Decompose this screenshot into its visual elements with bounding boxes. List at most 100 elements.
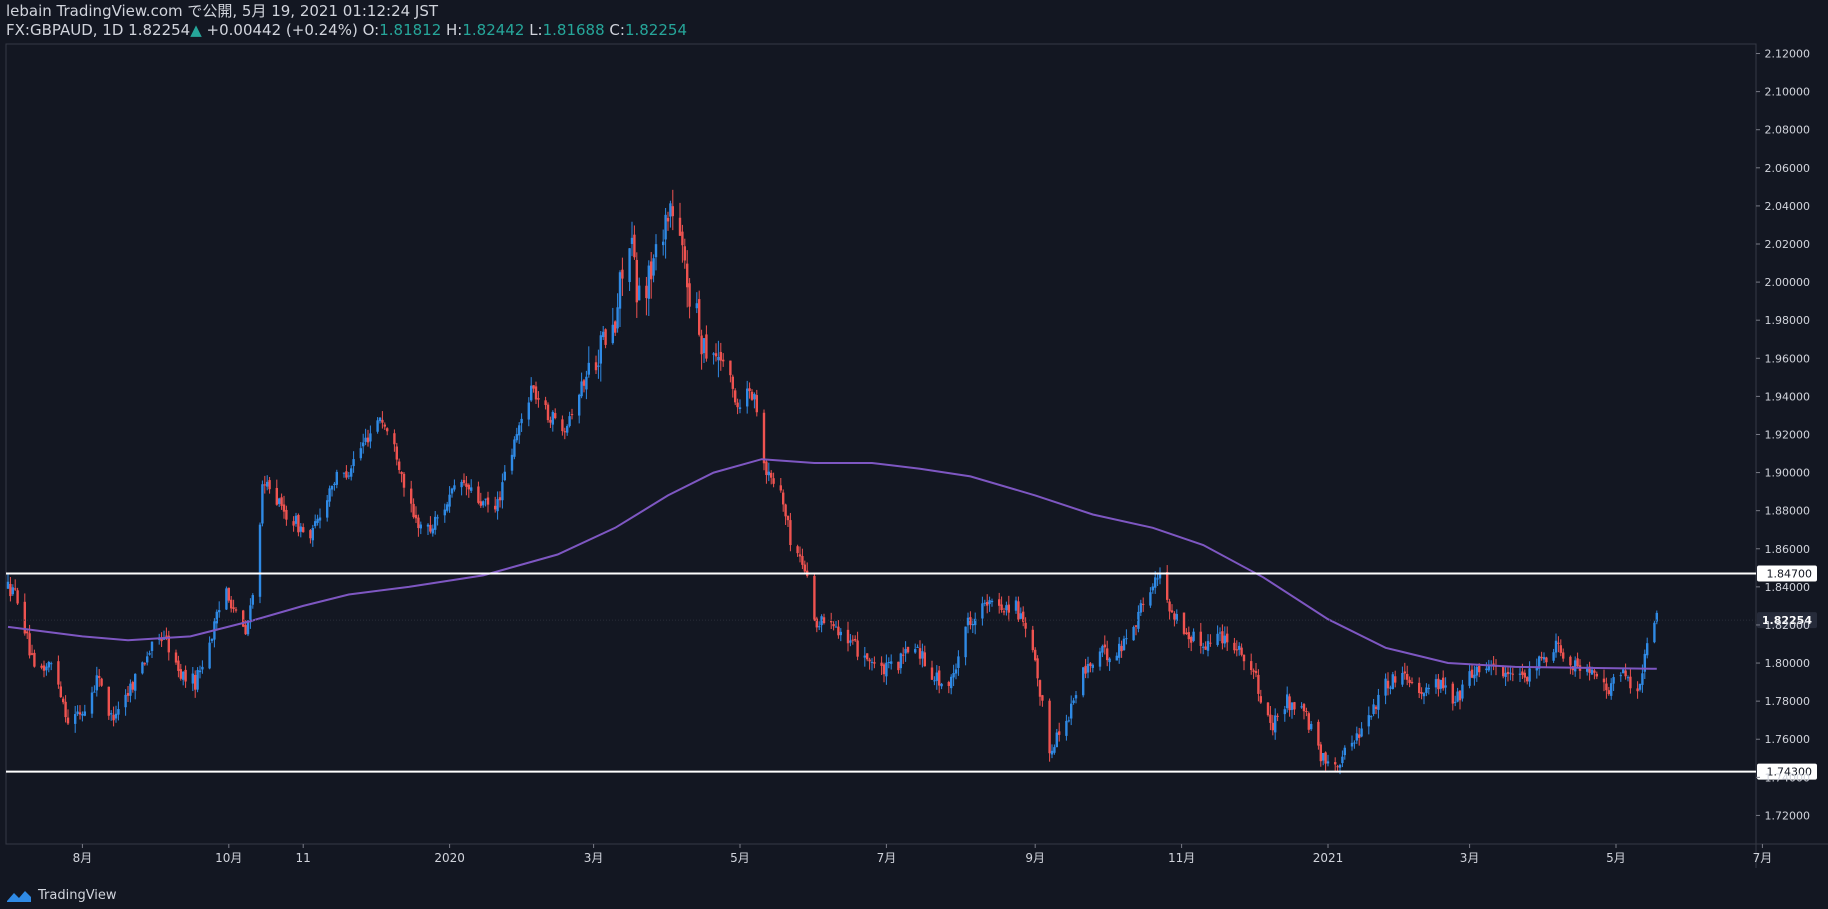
candle-body: [880, 662, 883, 666]
candle-body: [76, 711, 79, 714]
time-tick-label: 9月: [1025, 851, 1045, 865]
candle-body: [566, 426, 569, 433]
time-axis[interactable]: 8月10月1120203月5月7月9月11月20213月5月7月9月: [73, 844, 1828, 865]
candle-body: [1434, 679, 1438, 688]
candle-body: [285, 509, 288, 520]
candle-body: [839, 631, 842, 636]
price-tick-label: 2.00000: [1765, 276, 1811, 289]
candle-body: [1302, 704, 1306, 712]
level-price-tag: [1757, 565, 1817, 582]
candle-body: [604, 329, 607, 345]
candle-body: [1422, 693, 1426, 697]
levels-layer[interactable]: 1.84700 1.74300 1.82254: [6, 565, 1817, 780]
candle-body: [294, 515, 298, 524]
candle-body: [882, 664, 886, 675]
candle-body: [801, 556, 804, 565]
candle-body: [630, 237, 634, 244]
candle-body: [717, 356, 720, 361]
candle-body: [494, 505, 497, 510]
candle-body: [1442, 677, 1445, 689]
candle-body: [510, 454, 514, 471]
candle-body: [251, 595, 254, 605]
candle-body: [1048, 700, 1051, 754]
time-tick-label: 5月: [1606, 851, 1626, 865]
candle-body: [66, 717, 70, 724]
candle-body: [342, 472, 346, 474]
price-tick-label: 1.96000: [1765, 352, 1811, 365]
candle-body: [1655, 612, 1658, 622]
candle-body: [1266, 702, 1270, 716]
candle-body: [191, 673, 194, 684]
candle-body: [359, 448, 362, 459]
time-tick-label: 3月: [584, 851, 604, 865]
time-tick-label: 2021: [1313, 851, 1344, 865]
candle-body: [1209, 642, 1212, 644]
candle-body: [950, 676, 953, 689]
candle-body: [1149, 592, 1152, 606]
candle-body: [9, 584, 12, 597]
candle-body: [594, 362, 598, 371]
candle-body: [62, 698, 65, 703]
candle-body: [1444, 685, 1447, 688]
candle-body: [93, 691, 96, 693]
candle-body: [1475, 666, 1478, 676]
candle-body: [1370, 716, 1373, 718]
candle-body: [1098, 651, 1102, 667]
price-tick-label: 1.88000: [1765, 505, 1811, 518]
price-axis[interactable]: 1.72000 1.74000 1.76000 1.78000 1.80000 1.820…: [1756, 48, 1810, 823]
candle-body: [268, 480, 271, 490]
candle-body: [1456, 691, 1459, 702]
candle-body: [11, 587, 14, 595]
candle-body: [700, 335, 703, 355]
candle-body: [796, 546, 799, 554]
candle-body: [479, 501, 482, 506]
candle-body: [1473, 674, 1476, 679]
candle-body: [1106, 648, 1109, 661]
candle-body: [990, 600, 994, 603]
candle-body: [546, 404, 550, 421]
candle-body: [930, 667, 934, 680]
candle-body: [719, 351, 722, 361]
candle-body: [30, 653, 34, 655]
candle-body: [1005, 605, 1008, 611]
candle-body: [436, 517, 439, 519]
candle-body: [114, 713, 118, 719]
candle-body: [117, 709, 120, 715]
candle-body: [386, 428, 389, 432]
candle-body: [292, 521, 295, 526]
price-tick-label: 2.08000: [1765, 124, 1811, 137]
candle-body: [230, 599, 233, 609]
candle-body: [184, 669, 187, 682]
candle-body: [1185, 632, 1188, 635]
candle-body: [998, 599, 1001, 606]
last-price: 1.82254: [128, 21, 191, 39]
candle-body: [59, 686, 62, 698]
candle-body: [1538, 656, 1541, 669]
candle-body: [986, 601, 989, 606]
candle-body: [549, 419, 552, 423]
candle-body: [1053, 747, 1056, 753]
candle-body: [899, 653, 902, 669]
candle-body: [518, 425, 521, 436]
candle-body: [429, 524, 432, 532]
candle-body: [1612, 677, 1615, 684]
candle-body: [681, 231, 684, 246]
candle-body: [798, 554, 802, 557]
candle-body: [863, 655, 866, 658]
candle-body: [784, 504, 787, 517]
time-tick-label: 11月: [1168, 851, 1195, 865]
candle-body: [426, 524, 430, 527]
candle-body: [398, 461, 401, 470]
candle-body: [1216, 633, 1219, 645]
candle-body: [705, 334, 708, 359]
candle-body: [57, 661, 60, 685]
candle-body: [688, 283, 691, 307]
candle-body: [28, 633, 31, 656]
candle-body: [196, 670, 199, 690]
candle-body: [1425, 687, 1428, 693]
price-tick-label: 1.86000: [1765, 543, 1811, 556]
candle-body: [1319, 744, 1322, 762]
candle-body: [1626, 677, 1630, 679]
candle-body: [1386, 680, 1390, 689]
